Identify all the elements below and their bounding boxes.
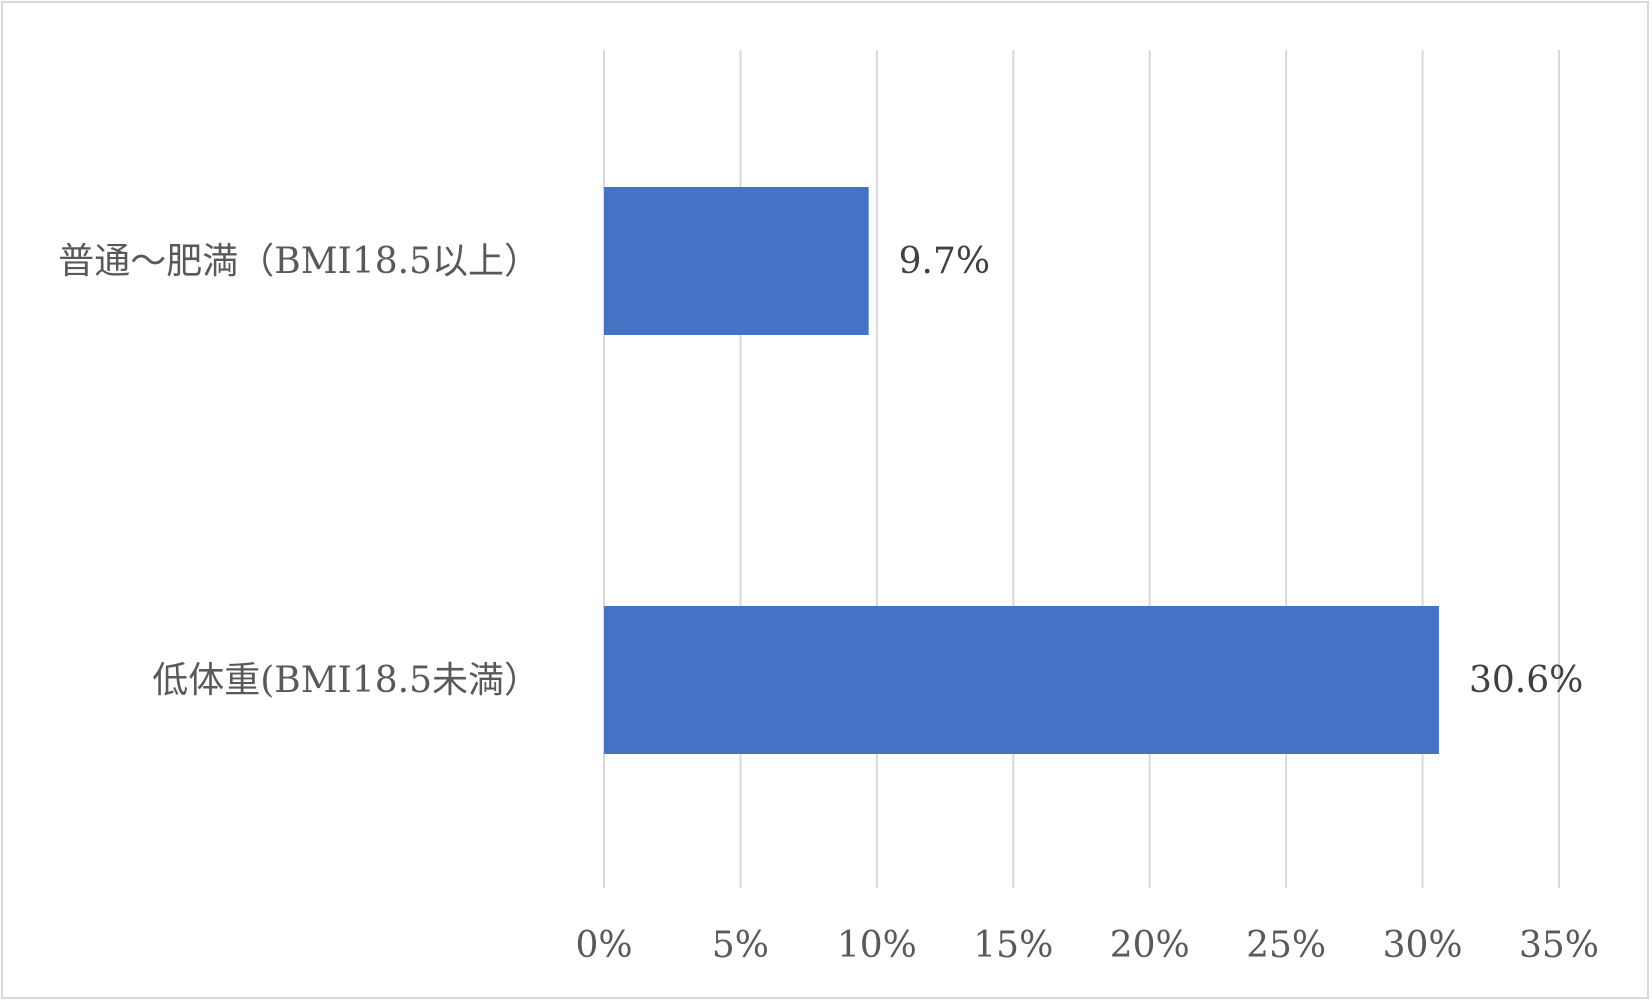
x-tick-label-10: 10% xyxy=(837,925,917,966)
x-tick-label-30: 30% xyxy=(1383,925,1463,966)
bar-underweight xyxy=(604,606,1439,754)
x-tick-label-5: 5% xyxy=(712,925,769,966)
x-tick-label-20: 20% xyxy=(1110,925,1190,966)
x-tick-label-25: 25% xyxy=(1246,925,1326,966)
gridlines xyxy=(603,50,1560,888)
x-tick-label-35: 35% xyxy=(1519,925,1599,966)
x-tick-label-15: 15% xyxy=(973,925,1053,966)
x-tick-label-0: 0% xyxy=(575,925,632,966)
data-label-normal-obese: 9.7% xyxy=(899,241,990,282)
category-label-underweight: 低体重(BMI18.5未満） xyxy=(152,660,540,701)
category-label-normal-obese: 普通～肥満（BMI18.5以上） xyxy=(58,241,540,282)
category-labels: 普通～肥満（BMI18.5以上） 低体重(BMI18.5未満） xyxy=(58,241,540,701)
bar-normal-obese xyxy=(604,187,869,335)
bars xyxy=(604,187,1439,754)
data-labels: 9.7% 30.6% xyxy=(899,241,1584,701)
x-axis-tick-labels: 0% 5% 10% 15% 20% 25% 30% 35% xyxy=(575,925,1599,966)
data-label-underweight: 30.6% xyxy=(1469,660,1583,701)
